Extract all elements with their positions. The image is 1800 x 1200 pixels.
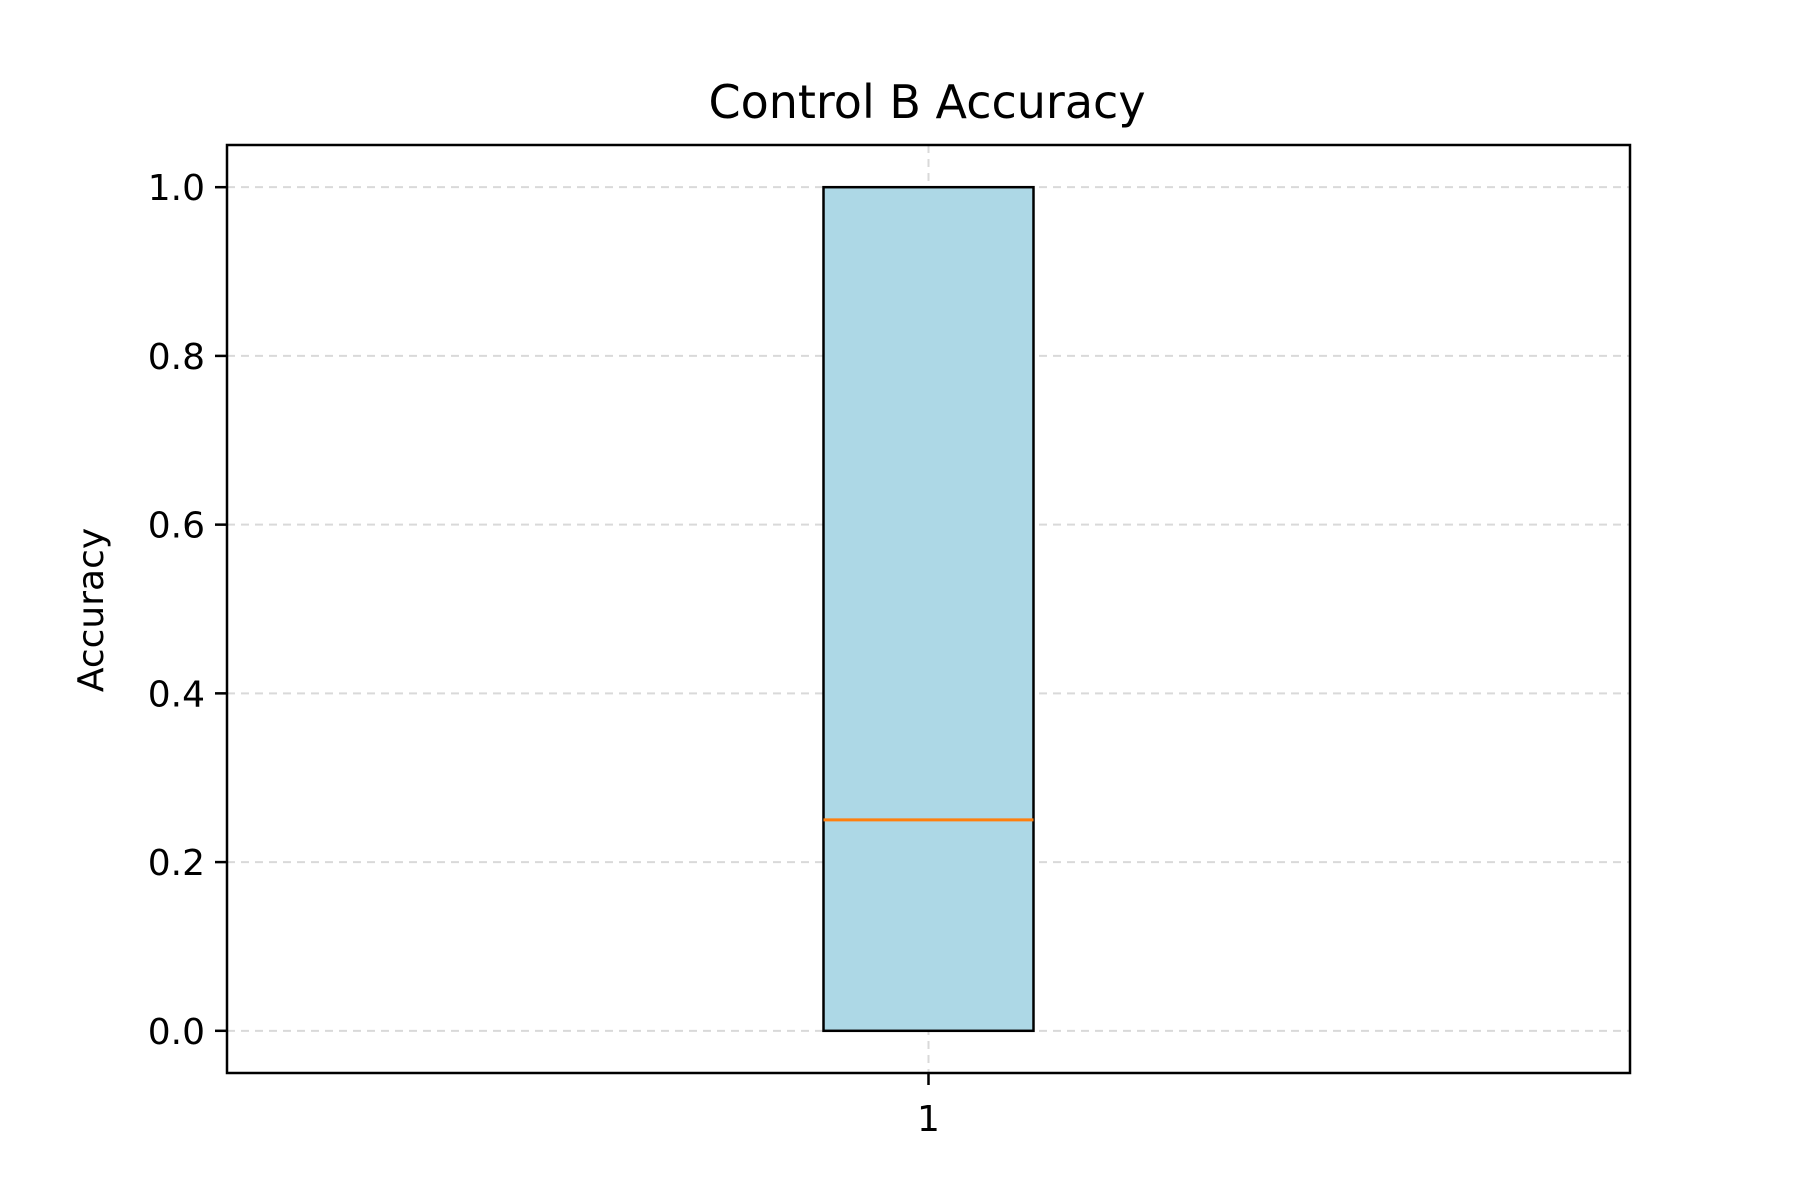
- y-tick-label: 0.4: [148, 674, 205, 715]
- x-tick-label: 1: [917, 1099, 940, 1140]
- x-axis: 1: [917, 1073, 940, 1140]
- box-plot: [822, 185, 1035, 1033]
- chart-title: Control B Accuracy: [708, 75, 1145, 129]
- y-tick-label: 0.6: [148, 506, 205, 547]
- y-tick-label: 1.0: [148, 168, 205, 209]
- box-iqr: [822, 185, 1035, 1033]
- y-tick-label: 0.0: [148, 1012, 205, 1053]
- y-axis: 0.0 0.2 0.4 0.6 0.8 1.0: [148, 168, 227, 1053]
- y-tick-label: 0.8: [148, 337, 205, 378]
- y-axis-label: Accuracy: [71, 528, 112, 692]
- y-tick-label: 0.2: [148, 843, 205, 884]
